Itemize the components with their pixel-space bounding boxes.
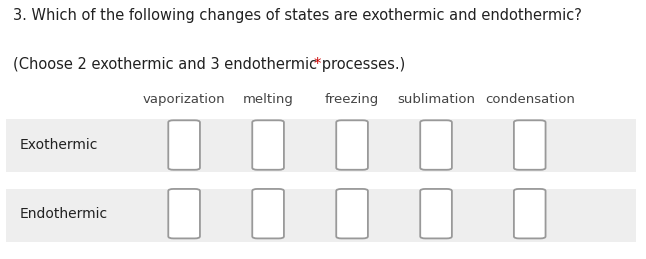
- Text: vaporization: vaporization: [143, 93, 225, 106]
- Text: condensation: condensation: [484, 93, 575, 106]
- Text: 3. Which of the following changes of states are exothermic and endothermic?: 3. Which of the following changes of sta…: [13, 8, 582, 23]
- Text: *: *: [313, 57, 320, 72]
- Text: freezing: freezing: [325, 93, 379, 106]
- FancyBboxPatch shape: [252, 120, 284, 170]
- FancyBboxPatch shape: [337, 120, 368, 170]
- FancyBboxPatch shape: [168, 189, 200, 238]
- FancyBboxPatch shape: [514, 189, 546, 238]
- FancyBboxPatch shape: [6, 119, 636, 172]
- Text: (Choose 2 exothermic and 3 endothermic processes.): (Choose 2 exothermic and 3 endothermic p…: [13, 57, 410, 72]
- FancyBboxPatch shape: [6, 189, 636, 242]
- Text: Endothermic: Endothermic: [19, 207, 107, 221]
- FancyBboxPatch shape: [421, 120, 452, 170]
- FancyBboxPatch shape: [252, 189, 284, 238]
- FancyBboxPatch shape: [514, 120, 546, 170]
- FancyBboxPatch shape: [421, 189, 452, 238]
- Text: Exothermic: Exothermic: [19, 138, 98, 152]
- FancyBboxPatch shape: [337, 189, 368, 238]
- Text: melting: melting: [243, 93, 293, 106]
- FancyBboxPatch shape: [168, 120, 200, 170]
- Text: sublimation: sublimation: [397, 93, 475, 106]
